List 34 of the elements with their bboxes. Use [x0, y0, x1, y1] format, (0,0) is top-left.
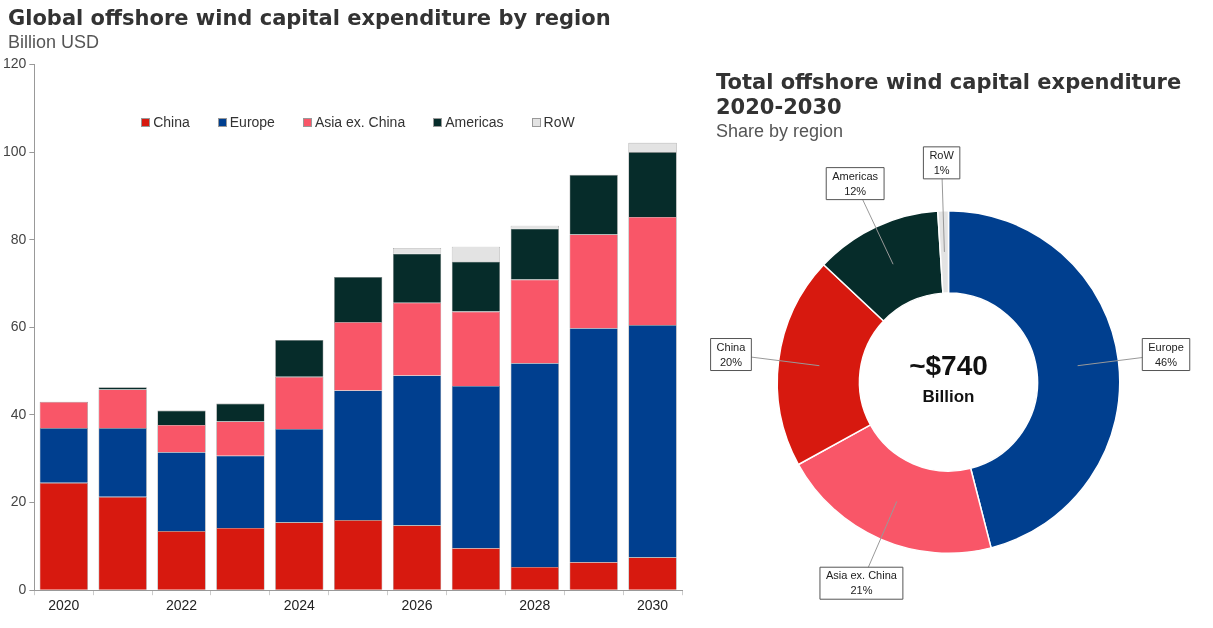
data-label: 21%	[850, 584, 873, 597]
chart-title: Global offshore wind capital expenditure by region	[8, 6, 612, 31]
legend-label: China	[152, 114, 190, 131]
y-tick-label: 20	[10, 493, 27, 510]
data-label: 12%	[844, 184, 867, 197]
x-tick-label: 2022	[165, 597, 198, 614]
x-tick-label: 2024	[283, 597, 316, 614]
data-label: 46%	[1155, 355, 1178, 368]
slice-label: Asia ex. China	[825, 569, 898, 582]
y-tick-label: 0	[18, 581, 27, 598]
slice-label: China	[716, 340, 747, 353]
slice-label: Europe	[1148, 340, 1184, 353]
y-tick-label: 60	[10, 318, 27, 335]
x-tick-label: 2026	[401, 597, 433, 614]
x-tick-label: 2020	[48, 597, 80, 614]
legend-label: RoW	[542, 114, 575, 131]
chart-subtitle: Share by region	[716, 120, 845, 142]
legend-label: Asia ex. China	[313, 114, 406, 131]
y-tick-label: 100	[3, 142, 27, 159]
legend-label: Americas	[444, 114, 504, 131]
chart-subtitle: Billion USD	[8, 31, 101, 53]
y-tick-label: 80	[10, 230, 27, 247]
text: Billion	[922, 386, 975, 406]
slice-label: Americas	[832, 169, 879, 182]
x-tick-label: 2030	[636, 597, 669, 614]
chart-title: Total offshore wind capital expenditure 2020-2030	[716, 70, 1183, 120]
legend-label: Europe	[228, 114, 275, 131]
data-label: 1%	[933, 163, 950, 176]
y-tick-label: 40	[10, 405, 27, 422]
x-tick-label: 2028	[519, 597, 551, 614]
data-label: 20%	[719, 355, 743, 368]
slice-label: RoW	[929, 148, 955, 161]
y-tick-label: 120	[3, 55, 27, 72]
text: ~$740	[909, 349, 988, 381]
